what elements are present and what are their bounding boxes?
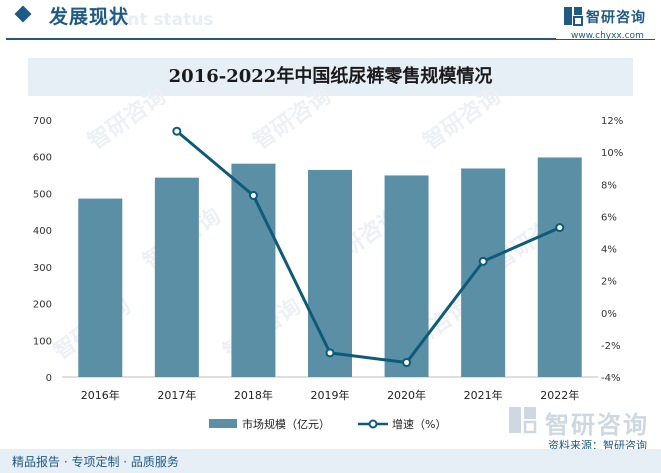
- x-tick-label: 2020年: [387, 388, 426, 402]
- y-left-tick-label: 300: [33, 263, 52, 274]
- y-right-tick-label: 12%: [601, 116, 623, 127]
- y-right-tick-label: 6%: [601, 212, 617, 223]
- x-tick-label: 2019年: [311, 388, 350, 402]
- footer-band: 精品报告 · 专项定制 · 品质服务: [0, 449, 661, 473]
- bar: [461, 168, 506, 377]
- growth-point: [325, 348, 335, 358]
- data-source: 资料来源：智研咨询: [548, 439, 647, 452]
- legend-bar-label: 市场规模（亿元）: [242, 418, 330, 431]
- y-left-tick-label: 400: [33, 226, 52, 237]
- x-tick-label: 2016年: [81, 388, 120, 402]
- brand-url: www.chyxx.com: [571, 31, 644, 41]
- legend-bar-swatch: [209, 419, 237, 428]
- watermark-text: 智研咨询: [249, 83, 336, 155]
- bar: [308, 169, 352, 377]
- brand-name: 智研咨询: [586, 10, 646, 26]
- section-subtitle: ment status: [98, 10, 214, 30]
- bar: [78, 198, 123, 377]
- growth-point: [172, 126, 182, 136]
- bar: [537, 157, 582, 377]
- growth-point: [555, 223, 565, 233]
- footer-watermark-logo: 智研咨询: [507, 405, 657, 439]
- growth-line: [175, 130, 561, 365]
- y-right-tick-label: 10%: [601, 148, 623, 159]
- header-divider: [6, 38, 556, 40]
- watermark-text: 智研咨询: [419, 83, 506, 155]
- y-right-tick-label: -4%: [601, 373, 620, 384]
- chart-title-band: 2016-2022年中国纸尿裤零售规模情况: [28, 58, 633, 96]
- y-right-tick-label: -2%: [601, 341, 620, 352]
- y-right-tick-label: 8%: [601, 180, 617, 191]
- x-tick-label: 2021年: [464, 388, 503, 402]
- header-divider-thin: [556, 39, 655, 40]
- watermark-text: 智研咨询: [84, 83, 171, 155]
- y-left-tick-label: 700: [33, 116, 52, 127]
- bar: [154, 177, 199, 377]
- chart-legend: 市场规模（亿元） 增速（%）: [0, 416, 661, 432]
- y-left-tick-label: 200: [33, 300, 52, 311]
- x-tick-label: 2022年: [540, 388, 579, 402]
- y-left-tick-label: 600: [33, 153, 52, 164]
- growth-point: [478, 256, 488, 266]
- legend-line-label: 增速（%）: [392, 418, 447, 431]
- x-tick-label: 2018年: [234, 388, 273, 402]
- section-header: ment status 发展现状 智研咨询 www.chyxx.com: [0, 0, 661, 41]
- y-left-tick-label: 100: [33, 336, 52, 347]
- footer-watermark-text: 智研咨询: [545, 411, 649, 439]
- footer-tagline: 精品报告 · 专项定制 · 品质服务: [12, 455, 179, 469]
- y-right-tick-label: 0%: [601, 309, 617, 320]
- footer-watermark-icon: [509, 407, 537, 434]
- growth-point: [402, 358, 412, 368]
- brand-logo-icon: [564, 7, 583, 26]
- chart-title: 2016-2022年中国纸尿裤零售规模情况: [168, 66, 493, 87]
- growth-point: [248, 190, 258, 200]
- legend-line-swatch: [358, 419, 388, 429]
- y-left-tick-label: 500: [33, 189, 52, 200]
- x-tick-label: 2017年: [157, 388, 196, 402]
- y-left-tick-label: 0: [46, 373, 52, 384]
- y-right-tick-label: 2%: [601, 277, 617, 288]
- y-right-tick-label: 4%: [601, 245, 617, 256]
- bar: [384, 175, 429, 377]
- section-title: 发展现状: [49, 6, 130, 28]
